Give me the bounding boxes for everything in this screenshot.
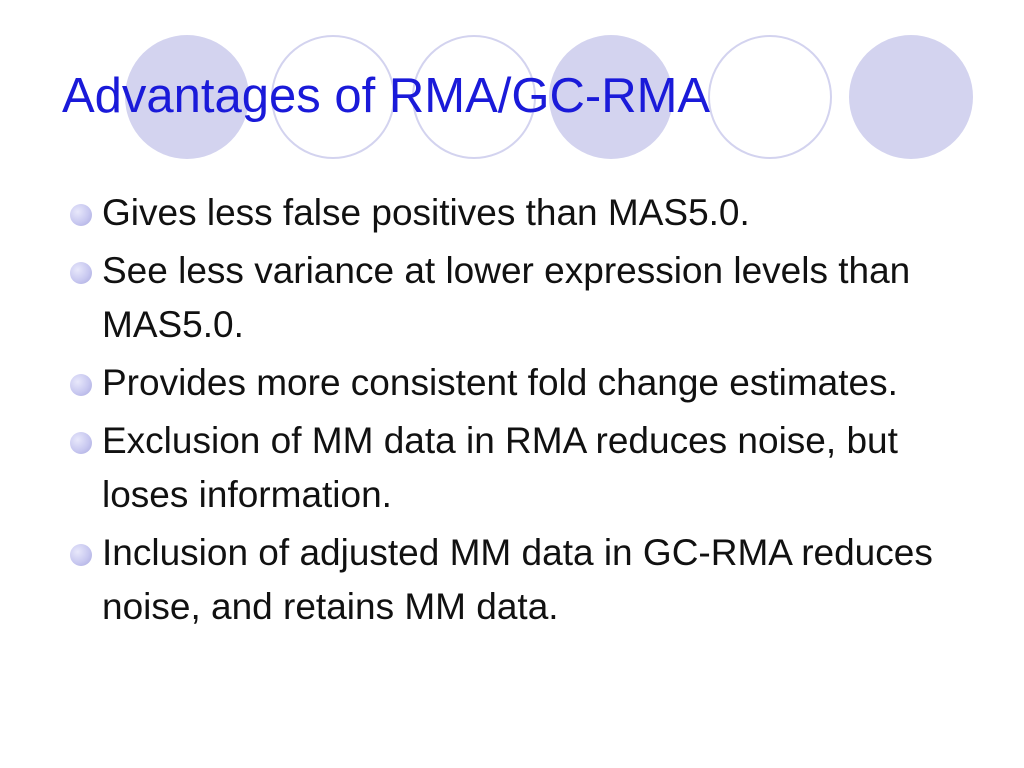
bullet-circle-icon: [70, 544, 92, 566]
bullet-text: Gives less false positives than MAS5.0.: [102, 192, 750, 233]
bullet-circle-icon: [70, 374, 92, 396]
circle-filled-3: [849, 35, 973, 159]
bullet-list: Gives less false positives than MAS5.0. …: [70, 186, 970, 638]
bullet-item: Exclusion of MM data in RMA reduces nois…: [70, 414, 970, 522]
bullet-text: Inclusion of adjusted MM data in GC-RMA …: [102, 532, 933, 627]
bullet-circle-icon: [70, 432, 92, 454]
circle-filled-1: [125, 35, 249, 159]
bullet-item: See less variance at lower expression le…: [70, 244, 970, 352]
bullet-item: Gives less false positives than MAS5.0.: [70, 186, 970, 240]
circle-outline-2: [412, 35, 536, 159]
bullet-item: Inclusion of adjusted MM data in GC-RMA …: [70, 526, 970, 634]
bullet-text: Exclusion of MM data in RMA reduces nois…: [102, 420, 898, 515]
slide-title: Advantages of RMA/GC-RMA: [62, 69, 711, 123]
circle-outline-1: [271, 35, 395, 159]
bullet-item: Provides more consistent fold change est…: [70, 356, 970, 410]
circle-outline-3: [708, 35, 832, 159]
bullet-text: See less variance at lower expression le…: [102, 250, 911, 345]
decorative-circles: [125, 35, 973, 159]
circle-filled-2: [549, 35, 673, 159]
bullet-circle-icon: [70, 204, 92, 226]
bullet-circle-icon: [70, 262, 92, 284]
bullet-text: Provides more consistent fold change est…: [102, 362, 898, 403]
